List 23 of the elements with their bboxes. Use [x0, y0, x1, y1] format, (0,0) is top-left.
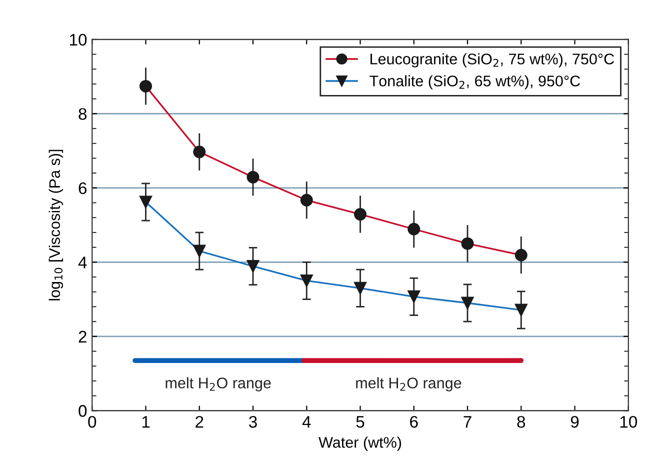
- x-tick-label: 2: [196, 416, 204, 428]
- x-tick-label: 1: [142, 416, 150, 428]
- x-tick-label: 6: [410, 416, 418, 428]
- x-tick-label: 9: [570, 416, 579, 428]
- annotation: melt H$_{2}$O range: [166, 377, 271, 392]
- y-tick-label: 6: [78, 182, 87, 194]
- y-axis-title: log$_{10}$ [Viscosity (Pa s)]: [48, 150, 64, 300]
- legend-label: Tonalite (SiO$_{2}$, 65 wt%), 950°C: [370, 75, 580, 90]
- x-tick-label: 0: [88, 416, 96, 428]
- legend-label: Leucogranite (SiO$_{2}$, 75 wt%), 750°C: [370, 53, 614, 68]
- y-tick-label: 8: [78, 108, 87, 120]
- y-tick-label: 4: [78, 256, 87, 268]
- x-tick-label: 7: [464, 416, 472, 428]
- x-tick-label: 3: [249, 416, 257, 428]
- x-tick-label: 10: [620, 416, 638, 428]
- x-tick-label: 8: [517, 416, 526, 428]
- x-tick-label: 5: [356, 416, 364, 428]
- x-axis-title: Water (wt%): [318, 436, 402, 451]
- annotation: melt H$_{2}$O range: [356, 377, 462, 392]
- y-tick-label: 0: [78, 405, 87, 417]
- x-tick-label: 4: [302, 416, 311, 428]
- y-tick-label: 10: [70, 34, 87, 46]
- y-tick-label: 2: [78, 330, 86, 342]
